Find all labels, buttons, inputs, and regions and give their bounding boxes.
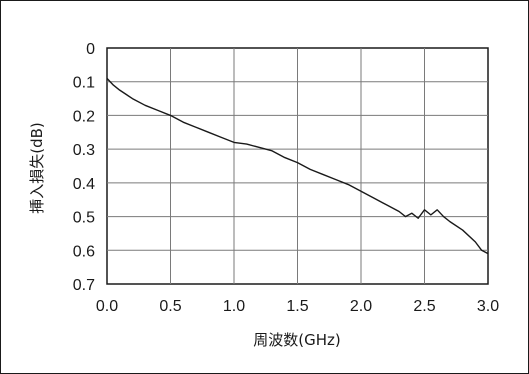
y-tick-label: 0 bbox=[86, 41, 95, 58]
x-tick-label: 0.5 bbox=[159, 298, 181, 315]
series-line-0 bbox=[106, 77, 489, 255]
x-tick-label: 0.0 bbox=[96, 298, 118, 315]
y-tick-labels: 0 0.1 0.2 0.3 0.4 0.5 0.6 0.7 bbox=[73, 41, 95, 294]
x-tick-label: 2.5 bbox=[413, 298, 435, 315]
y-tick-label: 0.5 bbox=[73, 210, 95, 227]
grid-lines bbox=[107, 48, 488, 284]
y-tick-label: 0.7 bbox=[73, 277, 95, 294]
x-tick-label: 1.0 bbox=[223, 298, 245, 315]
x-tick-label: 3.0 bbox=[477, 298, 499, 315]
y-tick-label: 0.6 bbox=[73, 243, 95, 260]
y-tick-label: 0.3 bbox=[73, 142, 95, 159]
x-axis-label: 周波数(GHz) bbox=[253, 331, 340, 349]
x-tick-labels: 0.0 0.5 1.0 1.5 2.0 2.5 3.0 bbox=[96, 298, 499, 315]
x-tick-label: 1.5 bbox=[286, 298, 308, 315]
x-tick-label: 2.0 bbox=[350, 298, 372, 315]
y-tick-label: 0.4 bbox=[73, 176, 95, 193]
y-axis-label: 挿入損失(dB) bbox=[28, 122, 46, 214]
y-tick-label: 0.2 bbox=[73, 108, 95, 125]
y-tick-label: 0.1 bbox=[73, 75, 95, 92]
series-group bbox=[106, 77, 489, 255]
